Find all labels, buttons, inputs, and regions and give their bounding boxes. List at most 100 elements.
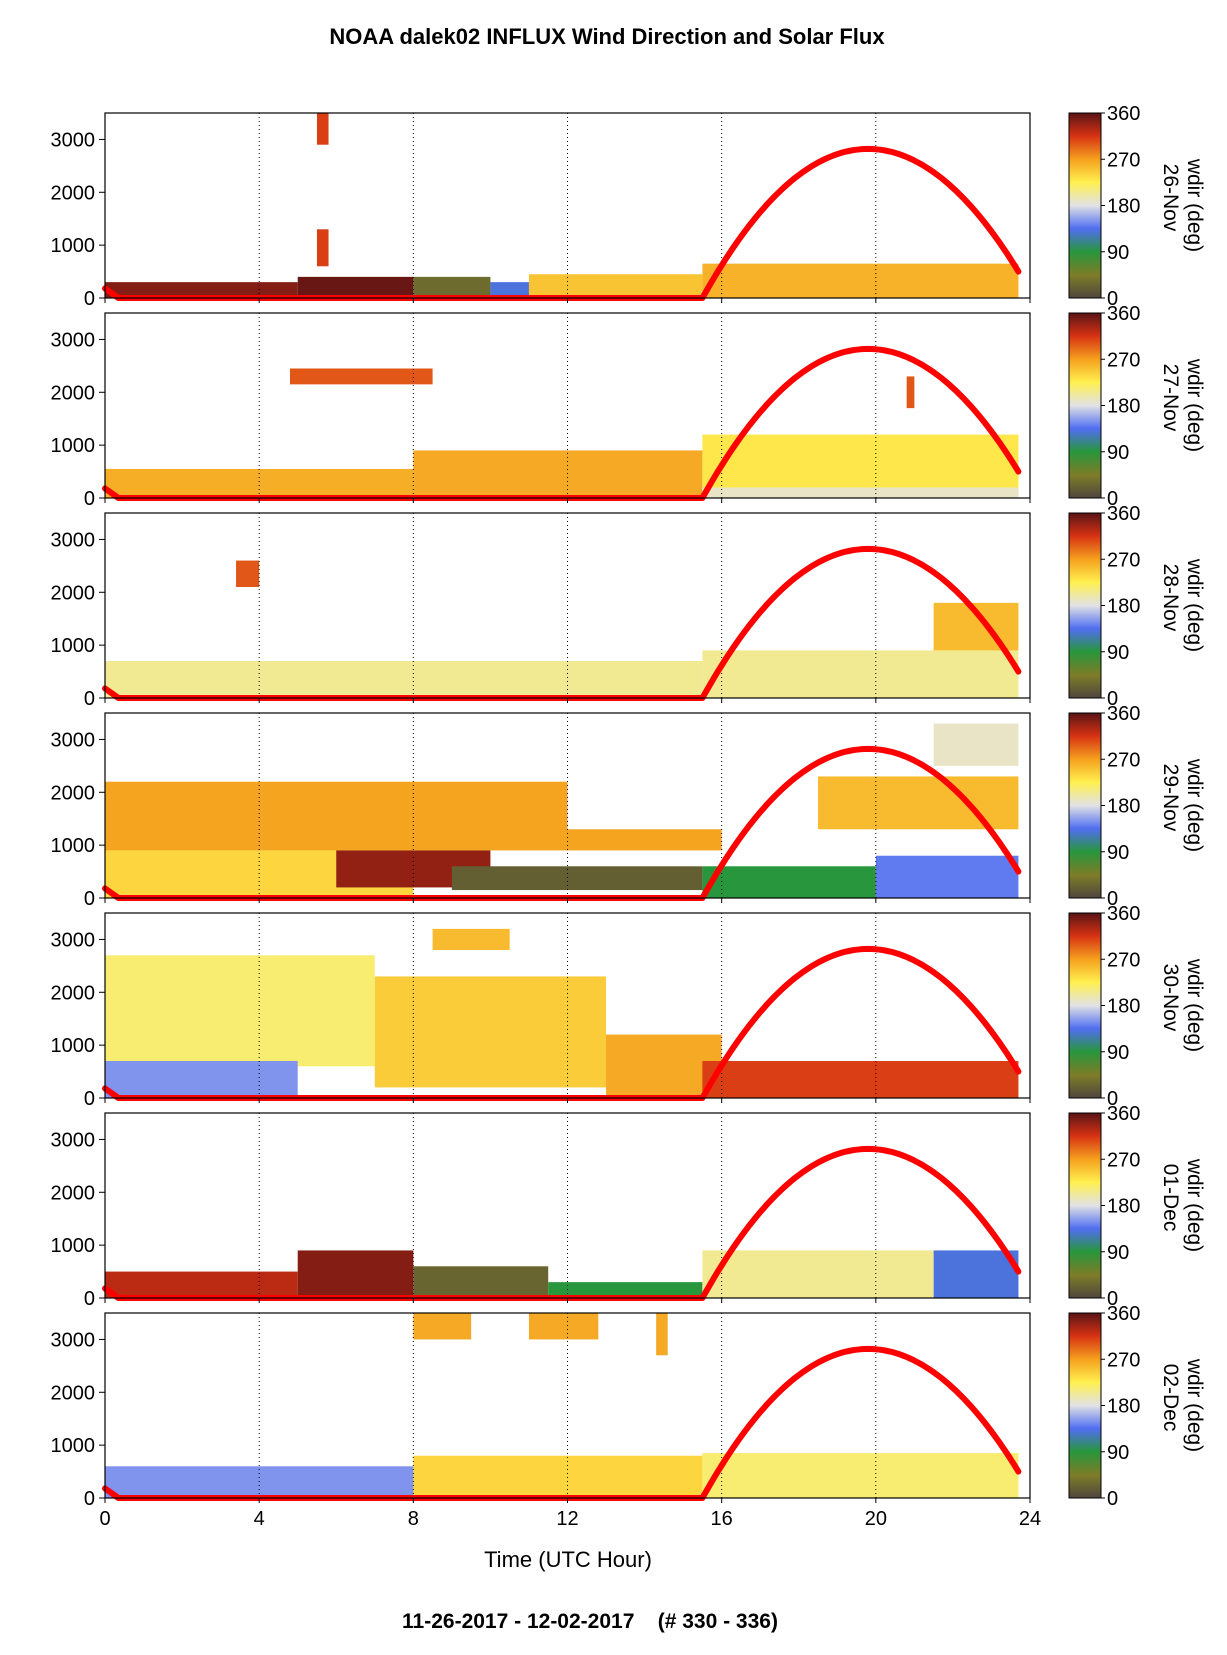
y-tick-label: 3000	[51, 129, 96, 151]
y-tick-label: 0	[84, 288, 95, 310]
panel-26-Nov: 0 1000 2000 3000 0 90 180 270 360 wdir (deg)26-No…	[51, 103, 1207, 310]
y-tick-label: 1000	[51, 835, 96, 857]
panel-02-Dec: 0 1000 2000 3000 0 90 180 270 360 wdir (deg)02-De…	[51, 1303, 1207, 1530]
y-tick-label: 3000	[51, 1129, 96, 1151]
colorbar-tick-label: 90	[1107, 642, 1129, 664]
colorbar-label: wdir (deg)	[1183, 958, 1206, 1052]
colorbar-tick-label: 0	[1107, 288, 1118, 310]
y-tick-label: 1000	[51, 235, 96, 257]
colorbar-tick-label: 0	[1107, 1088, 1118, 1110]
x-axis-label: Time (UTC Hour)	[484, 1547, 652, 1572]
y-tick-label: 0	[84, 488, 95, 510]
x-tick-label: 12	[556, 1508, 578, 1530]
y-tick-label: 3000	[51, 329, 96, 351]
colorbar-label: wdir (deg)	[1183, 1158, 1206, 1252]
heatmap-cell	[105, 781, 568, 851]
colorbar-tick-label: 180	[1107, 596, 1140, 618]
colorbar	[1068, 1112, 1102, 1299]
y-tick-label: 3000	[51, 729, 96, 751]
y-tick-label: 1000	[51, 1035, 96, 1057]
solar-flux-curve	[102, 1145, 1022, 1301]
colorbar-tick-label: 360	[1107, 1103, 1140, 1125]
y-tick-label: 2000	[51, 982, 96, 1004]
solar-flux-curve	[102, 745, 1022, 901]
day-label: 02-Dec	[1159, 1364, 1182, 1432]
colorbar	[1068, 1312, 1102, 1499]
x-tick-label: 16	[711, 1508, 733, 1530]
heatmap-cell	[413, 1313, 472, 1340]
panel-28-Nov: 0 1000 2000 3000 0 90 180 270 360 wdir (deg)28-No…	[51, 503, 1207, 710]
colorbar-tick-label: 360	[1107, 703, 1140, 725]
colorbar-tick-label: 180	[1107, 396, 1140, 418]
colorbar-tick-label: 0	[1107, 1488, 1118, 1510]
day-label: 30-Nov	[1159, 964, 1182, 1032]
x-tick-label: 24	[1019, 1508, 1041, 1530]
panel-29-Nov: 0 1000 2000 3000 0 90 180 270 360 wdir (deg)29-No…	[51, 703, 1207, 910]
colorbar-tick-label: 270	[1107, 549, 1140, 571]
heatmap-cell	[702, 866, 876, 898]
colorbar-tick-label: 90	[1107, 1442, 1129, 1464]
colorbar	[1068, 312, 1102, 499]
x-tick-label: 8	[408, 1508, 419, 1530]
heatmap-cell	[105, 661, 703, 698]
colorbar-label: wdir (deg)	[1183, 1358, 1206, 1452]
colorbar-label: wdir (deg)	[1183, 758, 1206, 852]
y-tick-label: 0	[84, 1488, 95, 1510]
solar-flux-curve	[102, 1345, 1022, 1501]
panel-27-Nov: 0 1000 2000 3000 0 90 180 270 360 wdir (deg)27-No…	[51, 303, 1207, 510]
solar-flux-curve	[102, 145, 1022, 301]
heatmap-cell	[105, 1061, 298, 1098]
heatmap-cell	[432, 928, 510, 950]
colorbar-tick-label: 360	[1107, 1303, 1140, 1325]
colorbar-tick-label: 360	[1107, 103, 1140, 125]
colorbar-tick-label: 180	[1107, 996, 1140, 1018]
colorbar-tick-label: 270	[1107, 149, 1140, 171]
colorbar-tick-label: 360	[1107, 303, 1140, 325]
day-label: 29-Nov	[1159, 764, 1182, 832]
colorbar-tick-label: 270	[1107, 1149, 1140, 1171]
colorbar	[1068, 112, 1102, 299]
colorbar-tick-label: 90	[1107, 242, 1129, 264]
panel-30-Nov: 0 1000 2000 3000 0 90 180 270 360 wdir (deg)30-No…	[51, 903, 1207, 1110]
y-tick-label: 0	[84, 888, 95, 910]
solar-flux-curve	[102, 545, 1022, 701]
colorbar-tick-label: 180	[1107, 1196, 1140, 1218]
solar-flux-curve	[102, 345, 1022, 501]
y-tick-label: 3000	[51, 1329, 96, 1351]
colorbar-tick-label: 0	[1107, 688, 1118, 710]
heatmap-cell	[906, 376, 915, 409]
y-tick-label: 1000	[51, 1235, 96, 1257]
heatmap-cell	[451, 866, 703, 891]
colorbar-tick-label: 360	[1107, 503, 1140, 525]
colorbar-tick-label: 270	[1107, 349, 1140, 371]
y-tick-label: 1000	[51, 435, 96, 457]
colorbar-label: wdir (deg)	[1183, 358, 1206, 452]
colorbar-tick-label: 90	[1107, 442, 1129, 464]
heatmap-cell	[413, 1266, 549, 1298]
heatmap-cell	[656, 1313, 668, 1356]
x-tick-label: 0	[99, 1508, 110, 1530]
colorbar-tick-label: 90	[1107, 1042, 1129, 1064]
heatmap-cell	[567, 829, 722, 851]
heatmap-cell	[374, 976, 607, 1088]
y-tick-label: 0	[84, 1088, 95, 1110]
heatmap-cell	[297, 276, 414, 298]
y-tick-label: 0	[84, 688, 95, 710]
heatmap-cell	[702, 487, 1019, 498]
heatmap-cell	[702, 650, 1019, 698]
y-tick-label: 3000	[51, 929, 96, 951]
heatmap-cell	[875, 855, 1019, 898]
y-tick-label: 3000	[51, 529, 96, 551]
panel-01-Dec: 0 1000 2000 3000 0 90 180 270 360 wdir (deg)01-De…	[51, 1103, 1207, 1310]
colorbar-tick-label: 0	[1107, 1288, 1118, 1310]
colorbar-label: wdir (deg)	[1183, 558, 1206, 652]
colorbar-tick-label: 90	[1107, 1242, 1129, 1264]
y-tick-label: 2000	[51, 782, 96, 804]
colorbar-tick-label: 180	[1107, 796, 1140, 818]
colorbar	[1068, 512, 1102, 699]
footer-date-range: 11-26-2017 - 12-02-2017 (# 330 - 336)	[402, 1610, 778, 1633]
y-tick-label: 2000	[51, 382, 96, 404]
heatmap-cell	[290, 368, 433, 385]
